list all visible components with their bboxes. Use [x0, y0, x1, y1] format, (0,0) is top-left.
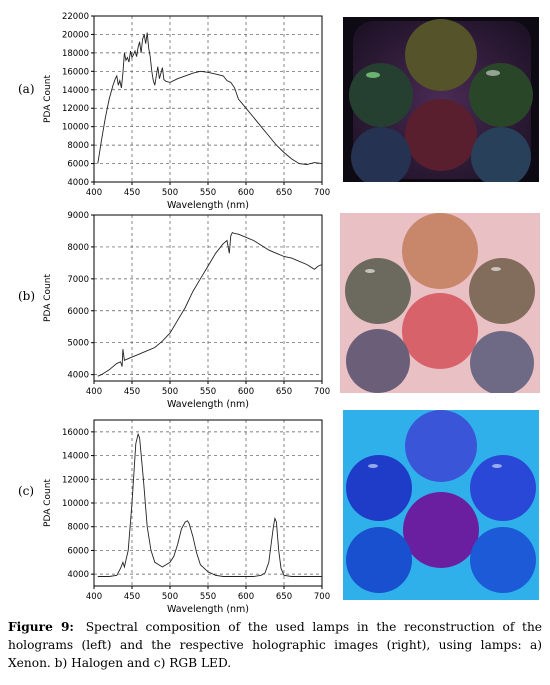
y-tick-label: 5000	[67, 339, 89, 349]
y-tick-label: 16000	[62, 67, 89, 77]
hologram-image-halogen	[340, 213, 540, 393]
x-tick-label: 450	[124, 188, 140, 198]
x-tick-label: 600	[238, 592, 254, 602]
chart-a-svg: 400 450 500 550 600 650 700 4000 6000 8000 10000 12…	[43, 12, 330, 211]
y-tick-label: 4000	[67, 570, 89, 580]
y-tick-label: 7000	[67, 275, 89, 285]
y-tick-label: 18000	[62, 49, 89, 59]
chart-a: 400 450 500 550 600 650 700 4000 6000 8000 10000 12…	[36, 6, 336, 211]
x-tick-label: 500	[162, 387, 178, 397]
x-tick-label: 650	[276, 592, 292, 602]
x-axis-label: Wavelength (nm)	[167, 200, 249, 211]
y-tick-label: 6000	[67, 160, 89, 170]
x-tick-label: 400	[86, 592, 102, 602]
x-tick-label: 500	[162, 592, 178, 602]
x-tick-label: 600	[238, 188, 254, 198]
y-tick-label: 10000	[62, 123, 89, 133]
chart-b-svg: 400 450 500 550 600 650 700 4000 5000 6000 7000 800…	[43, 211, 330, 410]
y-tick-label: 22000	[62, 12, 89, 22]
chart-b: 400 450 500 550 600 650 700 4000 5000 6000 7000 800…	[36, 205, 336, 410]
y-tick-label: 6000	[67, 307, 89, 317]
y-tick-label: 4000	[67, 371, 89, 381]
y-tick-label: 16000	[62, 428, 89, 438]
y-tick-label: 6000	[67, 546, 89, 556]
x-tick-label: 700	[314, 387, 330, 397]
figure-label: Figure 9:	[8, 620, 74, 634]
y-tick-label: 14000	[62, 86, 89, 96]
y-tick-label: 14000	[62, 452, 89, 462]
x-tick-label: 700	[314, 592, 330, 602]
x-tick-label: 650	[276, 188, 292, 198]
x-tick-label: 700	[314, 188, 330, 198]
x-tick-label: 600	[238, 387, 254, 397]
y-tick-label: 8000	[67, 141, 89, 151]
hologram-photo-rgb-led	[343, 410, 539, 600]
panel-label-c: (c)	[18, 484, 35, 498]
x-tick-label: 400	[86, 188, 102, 198]
y-tick-label: 20000	[62, 30, 89, 40]
panel-label-a: (a)	[18, 82, 35, 96]
hologram-image-xenon	[343, 17, 539, 182]
y-tick-label: 8000	[67, 523, 89, 533]
x-tick-label: 550	[200, 592, 216, 602]
x-tick-label: 650	[276, 387, 292, 397]
hologram-photo-xenon	[343, 17, 539, 182]
x-tick-label: 450	[124, 387, 140, 397]
x-axis-label: Wavelength (nm)	[167, 399, 249, 410]
y-tick-label: 12000	[62, 475, 89, 485]
hologram-image-rgb-led	[343, 410, 539, 600]
x-tick-label: 500	[162, 188, 178, 198]
y-tick-label: 12000	[62, 104, 89, 114]
spectrum-line	[97, 232, 323, 377]
spectrum-line	[97, 432, 322, 577]
y-axis-label: PDA Count	[43, 274, 53, 322]
panel-label-b: (b)	[18, 289, 36, 303]
y-tick-label: 10000	[62, 499, 89, 509]
y-tick-label: 9000	[67, 211, 89, 221]
y-tick-label: 4000	[67, 178, 89, 188]
figure-caption-text: Spectral composition of the used lamps i…	[8, 620, 543, 670]
hologram-photo-halogen	[340, 213, 540, 393]
figure-caption: Figure 9: Spectral composition of the us…	[8, 618, 542, 672]
x-tick-label: 450	[124, 592, 140, 602]
x-tick-label: 550	[200, 188, 216, 198]
chart-c: 400 450 500 550 600 650 700 4000 6000 8000 10000 12…	[36, 410, 336, 615]
y-axis-label: PDA Count	[43, 75, 53, 123]
y-axis-label: PDA Count	[43, 479, 53, 527]
x-tick-label: 550	[200, 387, 216, 397]
x-axis-label: Wavelength (nm)	[167, 604, 249, 615]
x-tick-label: 400	[86, 387, 102, 397]
spectrum-line	[97, 32, 323, 165]
chart-c-svg: 400 450 500 550 600 650 700 4000 6000 8000 10000 12…	[43, 419, 330, 615]
y-tick-label: 8000	[67, 243, 89, 253]
